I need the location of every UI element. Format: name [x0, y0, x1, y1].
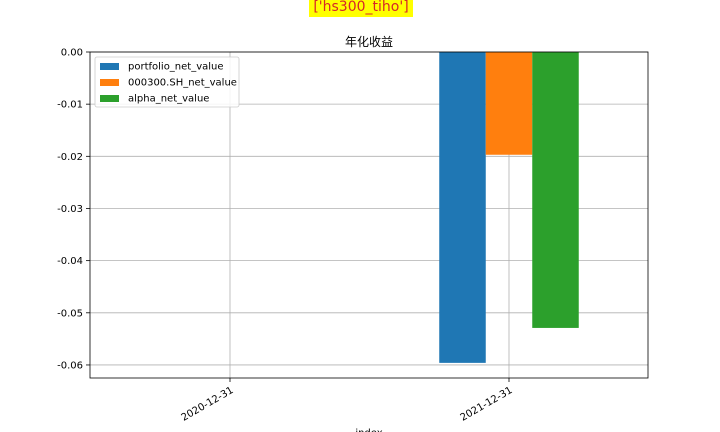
- legend-swatch: [100, 63, 119, 70]
- y-tick-label: -0.06: [57, 360, 83, 371]
- chart-title: 年化收益: [345, 35, 393, 49]
- bar-000300-sh-net-value-2021-12-31: [485, 52, 533, 155]
- x-tick-label: 2020-12-31: [180, 385, 236, 424]
- legend-box: [94, 56, 240, 108]
- y-tick-label: -0.02: [57, 152, 83, 163]
- legend-label: alpha_net_value: [128, 94, 209, 105]
- plot-frame: [89, 51, 649, 379]
- legend-swatch: [100, 79, 119, 86]
- x-tick-label: 2021-12-31: [459, 385, 515, 424]
- bar-portfolio-net-value-2021-12-31: [439, 52, 486, 363]
- y-tick-label: -0.01: [57, 100, 83, 111]
- legend: portfolio_net_value 000300.SH_net_valueal…: [94, 56, 240, 108]
- bars: [439, 52, 579, 363]
- page-title: ['hs300_tiho']: [309, 0, 413, 17]
- x-axis-ticks: 2020-12-31 2021-12-31: [180, 378, 515, 424]
- y-tick-label: -0.03: [57, 204, 83, 215]
- y-axis-ticks: 0.00 -0.01 -0.02 -0.03 -0.04 -0.05 -0.06: [57, 48, 90, 371]
- y-tick-label: -0.04: [57, 256, 83, 267]
- legend-label: 000300.SH_net_value: [128, 78, 237, 89]
- x-axis-label: index: [355, 428, 382, 432]
- legend-label: portfolio_net_value: [128, 62, 224, 73]
- bar-alpha-net-value-2021-12-31: [532, 52, 579, 328]
- y-tick-label: 0.00: [61, 48, 83, 59]
- y-tick-label: -0.05: [57, 308, 83, 319]
- legend-swatch: [100, 95, 119, 102]
